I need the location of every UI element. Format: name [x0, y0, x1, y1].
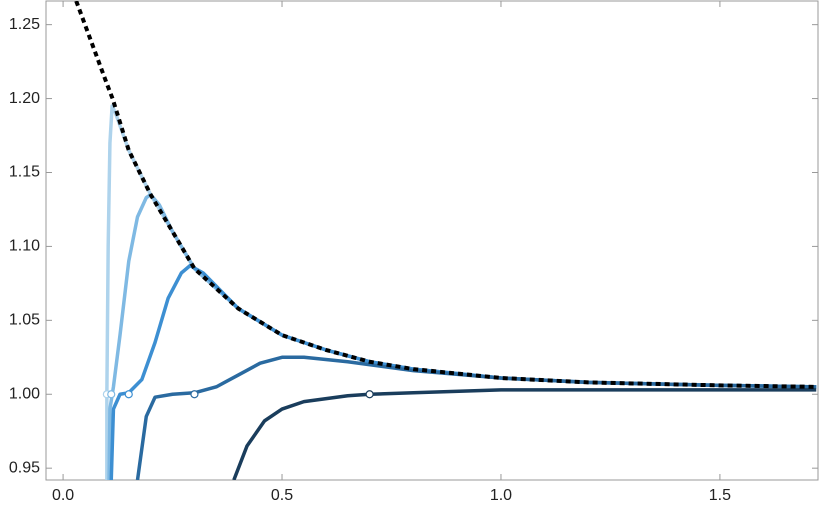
point-marker	[190, 390, 199, 399]
x-tick-label: 1.0	[490, 487, 512, 504]
point-marker	[365, 390, 374, 399]
x-tick-label: 1.5	[709, 487, 731, 504]
plot-area	[74, 1, 817, 480]
x-tick-label: 0.0	[52, 487, 74, 504]
line	[232, 388, 817, 480]
x-tick-label: 0.5	[271, 487, 293, 504]
point-marker	[124, 390, 133, 399]
y-tick-label: 1.20	[9, 90, 40, 107]
line	[109, 263, 817, 480]
plot-frame	[45, 0, 819, 481]
y-tick-label: 1.10	[9, 238, 40, 255]
y-tick-label: 1.05	[9, 312, 40, 329]
y-tick-label: 1.00	[9, 385, 40, 402]
line	[105, 104, 817, 480]
y-tick-label: 0.95	[9, 459, 40, 476]
y-tick-label: 1.15	[9, 164, 40, 181]
point-marker	[107, 390, 116, 399]
dashed-line	[74, 1, 817, 389]
line	[107, 192, 817, 480]
line	[135, 355, 817, 480]
y-tick-label: 1.25	[9, 16, 40, 33]
